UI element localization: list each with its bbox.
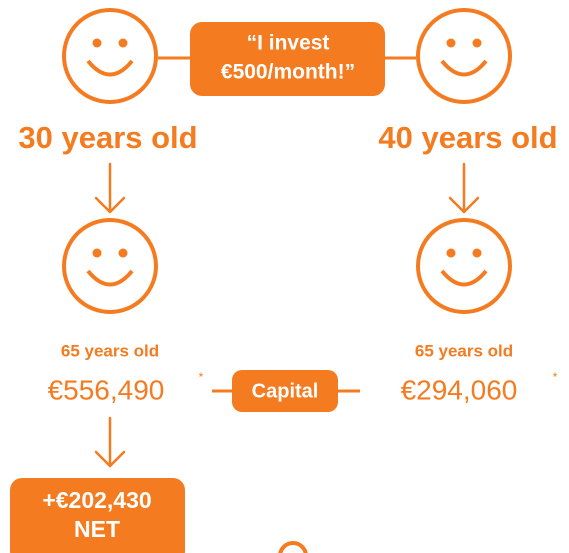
later-age: 65 years old [61, 341, 159, 360]
age-label: 40 years old [378, 120, 557, 155]
quote-line: €500/month!” [221, 61, 355, 84]
gain-value: +€202,430 [42, 487, 151, 513]
capital-value: €294,060 [401, 374, 518, 405]
gain-label: NET [74, 516, 120, 542]
smiley [62, 218, 158, 314]
gain-box [10, 478, 185, 553]
quote-line: “I invest [247, 32, 330, 55]
smiley [62, 8, 158, 104]
footnote-mark: * [199, 370, 204, 384]
age-label: 30 years old [18, 120, 197, 155]
quote-box [190, 22, 385, 96]
decoration [278, 541, 308, 553]
capital-box [232, 370, 338, 412]
capital-label: Capital [252, 380, 319, 402]
arrow [94, 416, 126, 468]
arrow [94, 162, 126, 214]
footnote-mark: * [553, 370, 558, 384]
arrow [448, 162, 480, 214]
smiley [416, 8, 512, 104]
capital-value: €556,490 [48, 374, 165, 405]
smiley [416, 218, 512, 314]
later-age: 65 years old [415, 341, 513, 360]
